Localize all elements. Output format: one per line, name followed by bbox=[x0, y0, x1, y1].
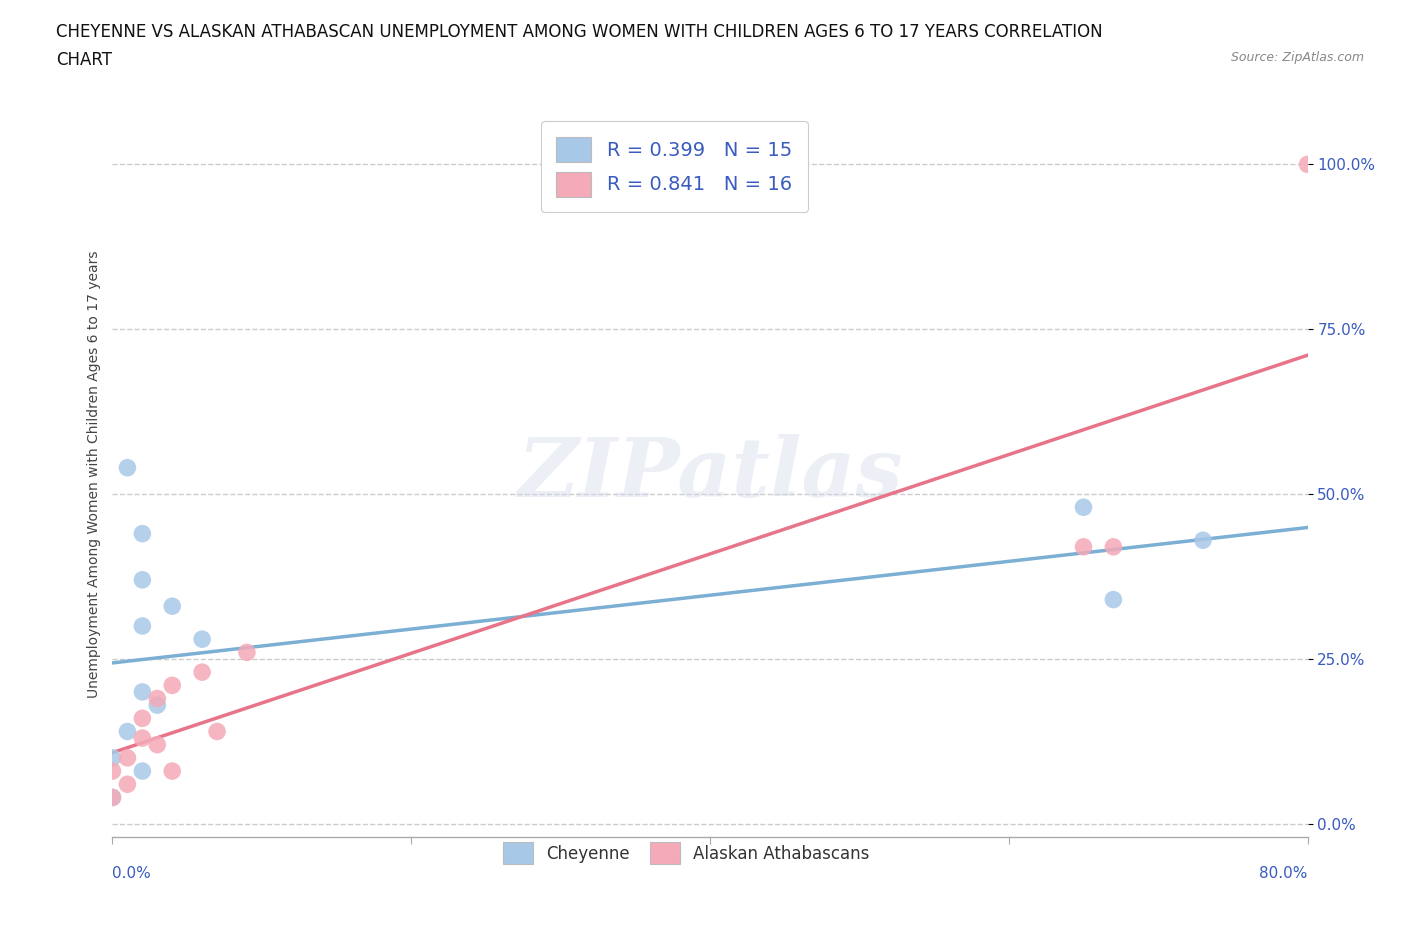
Point bbox=[162, 599, 183, 614]
Point bbox=[131, 731, 153, 746]
Text: CHART: CHART bbox=[56, 51, 112, 69]
Point bbox=[131, 572, 153, 587]
Point bbox=[1102, 592, 1125, 607]
Point bbox=[1102, 539, 1125, 554]
Point bbox=[117, 751, 139, 765]
Point bbox=[117, 777, 139, 791]
Point bbox=[191, 665, 214, 680]
Point bbox=[117, 724, 139, 739]
Point bbox=[101, 790, 124, 804]
Point bbox=[162, 764, 183, 778]
Y-axis label: Unemployment Among Women with Children Ages 6 to 17 years: Unemployment Among Women with Children A… bbox=[87, 250, 101, 698]
Point bbox=[117, 460, 139, 475]
Point bbox=[131, 711, 153, 725]
Point bbox=[191, 631, 214, 646]
Point bbox=[101, 751, 124, 765]
Point bbox=[1296, 157, 1319, 172]
Point bbox=[1073, 539, 1095, 554]
Point bbox=[131, 618, 153, 633]
Point bbox=[146, 698, 169, 712]
Point bbox=[162, 678, 183, 693]
Text: Source: ZipAtlas.com: Source: ZipAtlas.com bbox=[1230, 51, 1364, 64]
Text: 0.0%: 0.0% bbox=[112, 866, 152, 881]
Point bbox=[1073, 499, 1095, 514]
Text: 80.0%: 80.0% bbox=[1260, 866, 1308, 881]
Point bbox=[131, 764, 153, 778]
Legend: Cheyenne, Alaskan Athabascans: Cheyenne, Alaskan Athabascans bbox=[495, 834, 877, 872]
Point bbox=[101, 764, 124, 778]
Point bbox=[205, 724, 228, 739]
Point bbox=[1192, 533, 1215, 548]
Point bbox=[146, 691, 169, 706]
Point bbox=[131, 526, 153, 541]
Point bbox=[146, 737, 169, 752]
Point bbox=[101, 790, 124, 804]
Text: CHEYENNE VS ALASKAN ATHABASCAN UNEMPLOYMENT AMONG WOMEN WITH CHILDREN AGES 6 TO : CHEYENNE VS ALASKAN ATHABASCAN UNEMPLOYM… bbox=[56, 23, 1102, 41]
Point bbox=[236, 644, 259, 659]
Text: ZIPatlas: ZIPatlas bbox=[517, 434, 903, 514]
Point bbox=[131, 684, 153, 699]
